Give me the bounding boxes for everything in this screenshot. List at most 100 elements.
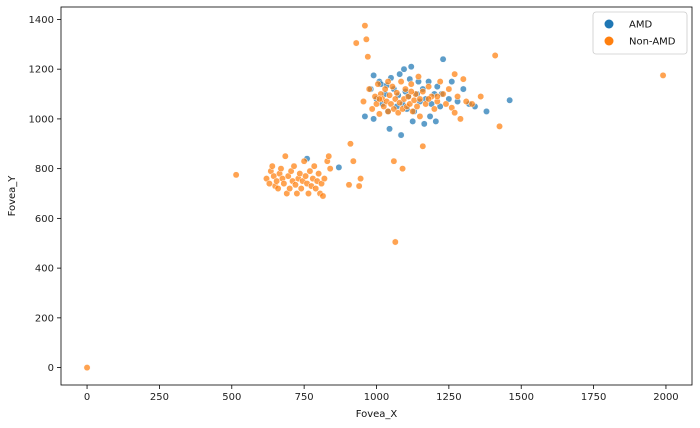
point-non-amd bbox=[281, 152, 289, 160]
point-non-amd bbox=[386, 91, 393, 99]
point-non-amd bbox=[410, 96, 418, 104]
point-amd bbox=[409, 117, 417, 125]
point-non-amd bbox=[388, 83, 396, 91]
point-non-amd bbox=[319, 192, 327, 200]
point-non-amd bbox=[659, 71, 667, 79]
point-non-amd bbox=[305, 190, 312, 197]
x-tick-label: 0 bbox=[84, 392, 90, 403]
point-amd bbox=[335, 163, 343, 171]
y-tick-label: 1200 bbox=[29, 65, 54, 76]
point-amd bbox=[396, 70, 404, 78]
point-non-amd bbox=[300, 157, 308, 165]
point-non-amd bbox=[456, 115, 464, 123]
point-non-amd bbox=[362, 35, 370, 43]
point-non-amd bbox=[277, 165, 285, 173]
point-non-amd bbox=[451, 70, 459, 78]
point-non-amd bbox=[326, 165, 334, 173]
point-non-amd bbox=[357, 175, 365, 183]
point-amd bbox=[426, 112, 434, 120]
point-non-amd bbox=[280, 180, 288, 188]
point-non-amd bbox=[315, 170, 323, 178]
point-non-amd bbox=[491, 52, 499, 59]
point-non-amd bbox=[365, 85, 373, 93]
y-axis-ticks: 0 200 400 600 800 1000 1200 1400 bbox=[29, 15, 61, 374]
point-non-amd bbox=[375, 95, 383, 103]
point-non-amd bbox=[274, 185, 282, 192]
legend-marker-non-amd bbox=[604, 36, 614, 46]
point-amd bbox=[407, 63, 415, 71]
y-tick-label: 800 bbox=[35, 164, 54, 175]
point-non-amd bbox=[415, 73, 422, 81]
point-non-amd bbox=[325, 152, 333, 160]
point-amd bbox=[397, 131, 405, 139]
point-non-amd bbox=[425, 83, 433, 91]
x-tick-label: 1500 bbox=[508, 392, 533, 403]
point-non-amd bbox=[413, 103, 421, 110]
point-amd bbox=[483, 107, 490, 115]
x-axis-label: Fovea_X bbox=[356, 409, 398, 420]
point-non-amd bbox=[302, 172, 310, 180]
point-non-amd bbox=[265, 180, 273, 188]
y-tick-label: 600 bbox=[35, 214, 54, 225]
point-non-amd bbox=[368, 105, 376, 113]
point-non-amd bbox=[83, 364, 91, 372]
x-tick-label: 750 bbox=[295, 392, 314, 403]
point-non-amd bbox=[416, 95, 424, 103]
point-amd bbox=[386, 125, 393, 133]
y-tick-label: 1000 bbox=[29, 114, 54, 125]
point-non-amd bbox=[468, 100, 476, 108]
legend-label-amd: AMD bbox=[629, 20, 652, 31]
point-non-amd bbox=[355, 182, 363, 190]
point-non-amd bbox=[390, 157, 398, 165]
point-non-amd bbox=[349, 157, 357, 165]
plot-area bbox=[60, 6, 693, 386]
point-non-amd bbox=[352, 39, 360, 47]
y-tick-label: 1400 bbox=[29, 15, 54, 26]
point-non-amd bbox=[320, 175, 328, 183]
x-tick-label: 1750 bbox=[581, 392, 606, 403]
point-amd bbox=[370, 115, 378, 123]
point-non-amd bbox=[293, 190, 301, 197]
point-amd bbox=[506, 96, 514, 104]
point-amd bbox=[420, 120, 428, 128]
point-non-amd bbox=[290, 162, 298, 170]
point-non-amd bbox=[384, 107, 392, 115]
point-non-amd bbox=[273, 177, 281, 185]
point-non-amd bbox=[433, 93, 441, 100]
legend-box bbox=[592, 11, 688, 55]
point-non-amd bbox=[360, 98, 367, 105]
data-points bbox=[83, 22, 667, 372]
point-non-amd bbox=[442, 100, 450, 108]
point-amd bbox=[370, 71, 378, 79]
legend: AMD Non-AMD bbox=[592, 11, 688, 55]
x-tick-label: 1250 bbox=[436, 392, 461, 403]
x-tick-label: 2000 bbox=[653, 392, 678, 403]
point-non-amd bbox=[445, 85, 453, 93]
x-axis-ticks: 0 250 500 750 1000 1250 1500 1750 2000 bbox=[84, 385, 679, 403]
point-amd bbox=[400, 65, 408, 73]
legend-marker-amd bbox=[604, 19, 614, 29]
legend-label-non-amd: Non-AMD bbox=[629, 37, 676, 48]
point-non-amd bbox=[409, 107, 417, 115]
point-non-amd bbox=[430, 105, 438, 113]
point-non-amd bbox=[416, 112, 424, 120]
x-tick-label: 500 bbox=[222, 392, 241, 403]
point-non-amd bbox=[407, 80, 415, 88]
point-non-amd bbox=[361, 22, 369, 30]
point-non-amd bbox=[297, 185, 305, 192]
point-non-amd bbox=[312, 185, 320, 192]
point-non-amd bbox=[310, 162, 318, 170]
point-non-amd bbox=[407, 88, 415, 96]
point-non-amd bbox=[393, 89, 401, 97]
point-non-amd bbox=[401, 85, 409, 93]
point-non-amd bbox=[496, 122, 503, 130]
point-non-amd bbox=[451, 109, 459, 117]
point-non-amd bbox=[397, 78, 405, 86]
point-amd bbox=[361, 112, 369, 120]
point-non-amd bbox=[292, 181, 299, 189]
point-amd bbox=[439, 55, 447, 63]
y-tick-label: 200 bbox=[35, 313, 54, 324]
point-non-amd bbox=[384, 78, 392, 86]
point-non-amd bbox=[439, 90, 447, 98]
